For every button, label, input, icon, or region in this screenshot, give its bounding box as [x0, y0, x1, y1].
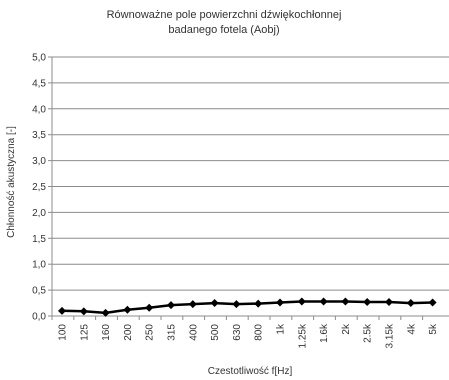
y-tick-label: 1,0 [32, 260, 46, 271]
y-tick-label: 0,0 [32, 312, 46, 323]
x-tick-labels: 100 125 160 200 250 315 400 500 630 800 1k 1.25k 1.6… [58, 323, 440, 348]
data-point-marker [123, 305, 132, 314]
x-tick-label: 3.15k [385, 323, 396, 348]
data-point-marker [297, 297, 306, 306]
x-tick-label: 315 [167, 324, 178, 341]
x-tick-label: 2.5k [363, 323, 374, 343]
x-axis-title: Czestotliwość f[Hz] [208, 366, 293, 377]
x-tick-label: 100 [58, 324, 69, 341]
data-point-marker [428, 298, 437, 307]
data-point-marker [101, 308, 110, 317]
y-tick-label: 4,0 [32, 104, 46, 115]
chart-title-line-1: Równoważne pole powierzchni dźwiękochłon… [107, 9, 342, 21]
data-point-marker [276, 298, 284, 307]
gridlines [48, 56, 449, 320]
data-point-marker [385, 298, 393, 307]
x-tick-label: 2k [341, 323, 352, 335]
chart-title-line-2: badanego fotela (Aobj) [168, 24, 279, 36]
data-point-marker [58, 306, 66, 315]
x-tick-label: 500 [210, 324, 221, 341]
x-tick-label: 630 [232, 324, 243, 341]
y-tick-label: 4,5 [32, 78, 46, 89]
data-point-marker [79, 307, 88, 316]
y-tick-label: 1,5 [32, 234, 46, 245]
x-tick-label: 1.25k [297, 323, 308, 348]
x-tick-label: 160 [101, 324, 112, 341]
axes [51, 57, 449, 317]
y-tick-label: 5,0 [32, 53, 46, 64]
x-tick-label: 200 [123, 324, 134, 341]
x-tick-label: 1.6k [319, 323, 330, 343]
y-tick-label: 3,0 [32, 156, 46, 167]
x-tick-label: 250 [145, 324, 156, 341]
y-tick-label: 0,5 [32, 286, 46, 297]
x-tick-label: 4k [406, 323, 417, 335]
data-point-marker [145, 303, 154, 312]
data-point-marker [319, 297, 328, 306]
data-point-marker [254, 299, 263, 308]
x-tick-label: 1k [276, 323, 287, 335]
data-series [58, 297, 437, 317]
y-tick-label: 3,5 [32, 130, 46, 141]
x-tick-label: 400 [188, 324, 199, 341]
x-tick-label: 125 [79, 324, 90, 341]
data-point-marker [341, 297, 350, 306]
x-tick-label: 800 [254, 324, 265, 341]
data-point-marker [232, 300, 241, 309]
data-point-marker [406, 299, 415, 308]
data-point-marker [210, 299, 219, 308]
data-point-marker [363, 298, 372, 307]
data-point-marker [188, 300, 197, 309]
y-tick-label: 2,5 [32, 182, 46, 193]
y-tick-label: 2,0 [32, 208, 46, 219]
y-tick-labels: 0,0 0,5 1,0 1,5 2,0 2,5 3,0 3,5 4,0 4,5 5,0 [32, 53, 46, 323]
series-line [61, 300, 433, 315]
x-tick-label: 5k [428, 323, 439, 335]
y-axis-title: Chłonność akustyczna [-] [6, 126, 17, 238]
data-point-marker [167, 301, 175, 310]
